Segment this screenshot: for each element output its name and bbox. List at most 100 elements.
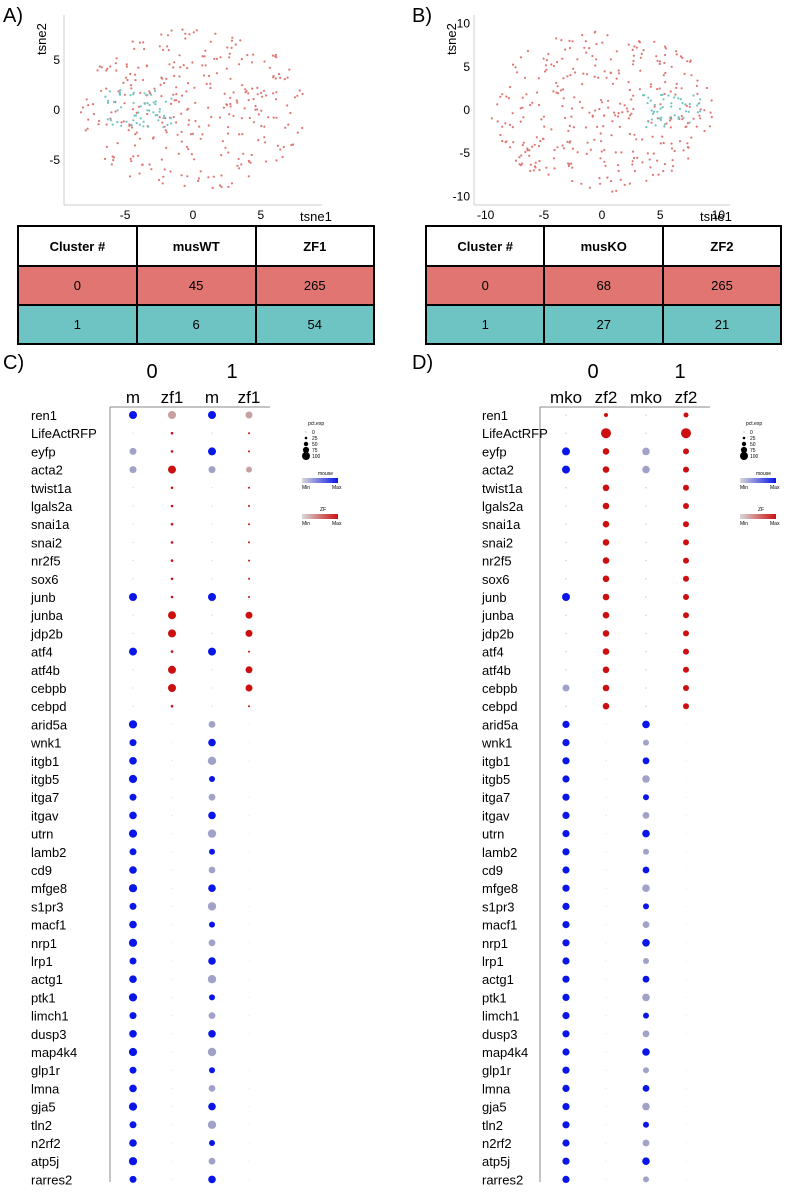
dot-marker — [602, 702, 610, 710]
data-point — [695, 84, 698, 87]
data-point — [617, 112, 620, 115]
data-point — [240, 117, 243, 120]
data-point — [100, 89, 103, 92]
data-point — [109, 119, 112, 122]
data-point — [697, 102, 700, 105]
dot-marker — [245, 611, 253, 619]
data-point — [261, 95, 264, 98]
data-point — [105, 69, 108, 72]
data-point — [122, 120, 125, 123]
data-point — [287, 123, 290, 126]
dot-marker — [643, 903, 649, 910]
data-point — [650, 109, 653, 112]
data-point — [274, 55, 277, 58]
dot-marker — [605, 996, 607, 998]
dot-marker — [248, 724, 250, 725]
data-point — [241, 84, 244, 87]
data-point — [580, 182, 583, 185]
dot-marker — [605, 1142, 607, 1144]
data-point — [229, 77, 232, 80]
points-b — [490, 30, 713, 193]
data-point — [505, 95, 508, 98]
x-tick-label: 5 — [258, 208, 265, 222]
dot-marker — [642, 720, 650, 729]
data-point — [218, 116, 221, 119]
data-point — [591, 54, 594, 58]
data-point — [184, 37, 187, 40]
dot-marker — [562, 1048, 570, 1056]
data-point — [296, 131, 299, 134]
dot-marker — [565, 414, 567, 416]
data-point — [207, 176, 210, 179]
data-point — [615, 50, 618, 53]
dot-marker — [170, 450, 174, 453]
table-cell: 265 — [254, 265, 376, 306]
dot-marker — [645, 578, 647, 580]
data-point — [646, 152, 649, 155]
gene-label: wnk1 — [30, 736, 61, 751]
dot-marker — [685, 906, 687, 907]
data-point — [626, 110, 629, 113]
dot-marker — [562, 1030, 570, 1038]
data-point — [556, 85, 559, 88]
data-point — [86, 127, 89, 130]
dot-marker — [209, 994, 215, 1001]
dot-marker — [685, 796, 687, 798]
data-point — [161, 77, 164, 80]
data-point — [115, 69, 118, 72]
dot-marker — [605, 778, 607, 780]
column-label: zf2 — [595, 388, 618, 407]
cluster-label: 0 — [146, 361, 157, 383]
dot-marker — [245, 684, 253, 692]
data-point — [293, 96, 297, 99]
data-point — [193, 86, 196, 89]
data-point — [679, 55, 682, 58]
gene-label: nr2f5 — [31, 554, 61, 569]
dot-marker — [562, 1175, 570, 1183]
data-point — [630, 98, 633, 101]
dot-marker — [171, 851, 173, 853]
data-point — [555, 81, 558, 84]
data-point — [123, 102, 126, 105]
data-point — [589, 148, 592, 151]
dot-marker — [208, 447, 216, 456]
data-point — [218, 184, 222, 187]
dot-marker — [683, 703, 689, 710]
data-point — [668, 119, 672, 122]
gene-label: itgb1 — [482, 754, 510, 769]
data-point — [607, 99, 610, 102]
data-point — [164, 100, 167, 103]
legend-zf-bar — [740, 514, 776, 519]
data-point — [682, 116, 685, 119]
data-point — [208, 74, 211, 77]
dot-marker — [129, 975, 137, 983]
gene-label: arid5a — [482, 717, 519, 732]
dot-marker — [565, 650, 567, 653]
data-point — [279, 76, 282, 79]
dotplot-c: 0 1m zf1 m zf1 ren1LifeActRFPeyfpacta2twist1… — [30, 361, 342, 1187]
dot-marker — [685, 760, 687, 762]
data-point — [260, 91, 263, 94]
dot-marker — [562, 921, 570, 929]
data-point — [529, 163, 532, 166]
data-point — [534, 161, 537, 164]
dot-marker — [642, 993, 650, 1002]
data-point — [201, 64, 204, 67]
dot-marker — [605, 851, 607, 853]
dot-marker — [642, 921, 650, 928]
data-point — [588, 186, 591, 189]
dot-marker — [248, 742, 250, 743]
dot-marker — [171, 887, 173, 889]
data-point — [180, 112, 183, 115]
data-point — [641, 94, 645, 97]
data-point — [152, 101, 155, 104]
dot-marker — [605, 1033, 607, 1035]
dot-marker — [562, 720, 570, 728]
dot-marker — [129, 902, 137, 910]
y-axis-label-a: tsne2 — [34, 23, 49, 55]
data-point — [685, 125, 688, 128]
data-point — [657, 173, 660, 176]
data-point — [649, 166, 652, 169]
gene-label: macf1 — [31, 918, 66, 933]
dot-marker — [171, 1015, 173, 1017]
